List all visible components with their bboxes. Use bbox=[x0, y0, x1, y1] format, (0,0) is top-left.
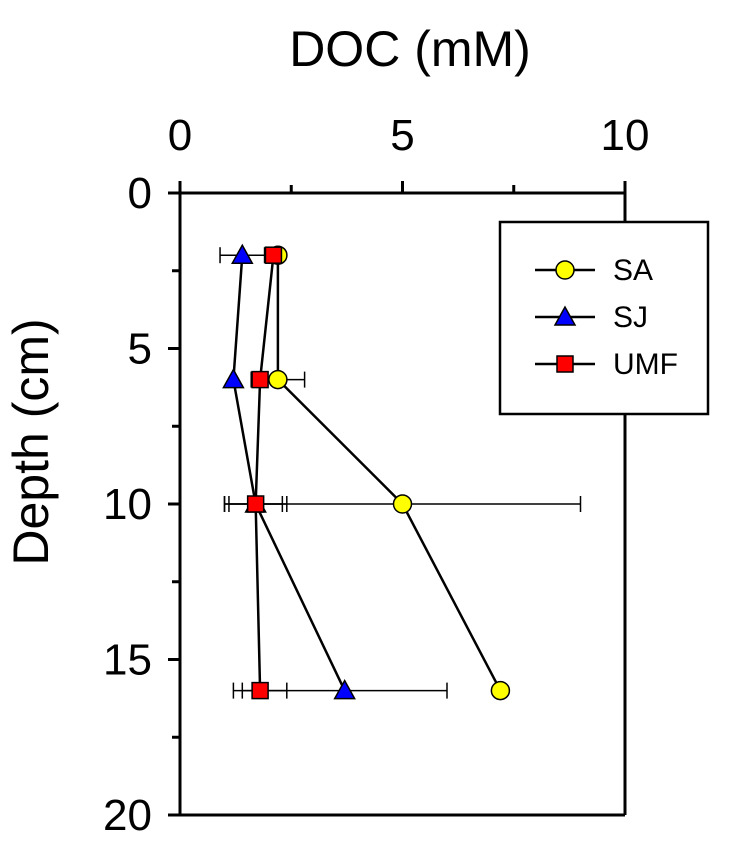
point-SJ-3 bbox=[333, 679, 356, 700]
x-tick-label-0: 0 bbox=[168, 111, 192, 160]
axes: 0 5 10 0 5 10 15 20 bbox=[103, 111, 649, 840]
legend-marker-UMF bbox=[556, 355, 574, 373]
x-tick-label-2: 10 bbox=[601, 111, 650, 160]
legend: SA SJ UMF bbox=[498, 220, 710, 416]
series-SJ bbox=[219, 243, 448, 700]
legend-marker-SJ bbox=[553, 305, 577, 326]
series-line-UMF bbox=[254, 255, 275, 691]
x-tick-label-1: 5 bbox=[390, 111, 414, 160]
point-SJ-0 bbox=[231, 243, 254, 264]
y-tick-label-0: 0 bbox=[128, 169, 152, 218]
point-SA-1 bbox=[268, 369, 288, 390]
series-line-SA bbox=[276, 255, 502, 692]
y-tick-label-2: 10 bbox=[103, 480, 152, 529]
y-tick-label-1: 5 bbox=[128, 325, 152, 374]
point-SA-3 bbox=[490, 680, 511, 701]
legend-label-UMF: UMF bbox=[613, 348, 678, 381]
y-tick-label-3: 15 bbox=[103, 636, 152, 685]
point-SJ-1 bbox=[222, 368, 245, 389]
plot-area bbox=[219, 243, 582, 701]
point-UMF-2 bbox=[246, 495, 265, 513]
series-line-SJ bbox=[232, 255, 346, 692]
legend-label-SA: SA bbox=[613, 254, 653, 287]
x-axis-title: DOC (mM) bbox=[289, 21, 531, 77]
point-UMF-0 bbox=[264, 246, 283, 264]
y-axis-title: Depth (cm) bbox=[3, 318, 59, 565]
point-UMF-1 bbox=[251, 370, 269, 389]
point-SA-2 bbox=[392, 494, 413, 514]
legend-box bbox=[498, 220, 710, 416]
y-tick-label-4: 20 bbox=[103, 791, 152, 840]
legend-label-SJ: SJ bbox=[613, 301, 648, 334]
point-UMF-3 bbox=[251, 681, 269, 700]
legend-marker-SA bbox=[555, 260, 575, 280]
series-UMF bbox=[223, 246, 288, 700]
